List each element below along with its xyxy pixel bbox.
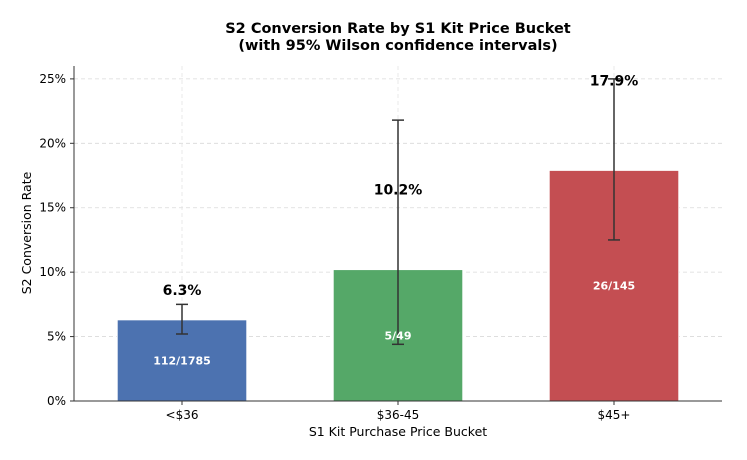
- data-labels: 6.3% 10.2% 17.9% 112/1785 5/49 26/145: [153, 73, 638, 367]
- y-tick-label: 5%: [47, 330, 66, 344]
- count-label: 26/145: [593, 280, 635, 293]
- chart-subtitle: (with 95% Wilson confidence intervals): [238, 38, 557, 54]
- value-label: 6.3%: [163, 283, 202, 299]
- x-tick-label: $45+: [598, 408, 631, 422]
- y-tick-label: 25%: [39, 72, 66, 86]
- count-label: 5/49: [385, 329, 412, 342]
- y-tick-label: 15%: [39, 201, 66, 215]
- y-axis-label: S2 Conversion Rate: [19, 171, 34, 294]
- y-tick-label: 20%: [39, 136, 66, 150]
- x-axis-label: S1 Kit Purchase Price Bucket: [309, 424, 487, 439]
- x-tick-label: $36-45: [377, 408, 420, 422]
- y-tick-label: 0%: [47, 394, 66, 408]
- x-axis-ticks: <$36 $36-45 $45+: [166, 401, 631, 422]
- value-label: 10.2%: [374, 183, 423, 199]
- y-axis-ticks: 0% 5% 10% 15% 20% 25%: [39, 72, 74, 408]
- x-tick-label: <$36: [166, 408, 199, 422]
- y-tick-label: 10%: [39, 265, 66, 279]
- value-label: 17.9%: [590, 73, 639, 89]
- error-bars: [176, 78, 620, 346]
- chart-title: S2 Conversion Rate by S1 Kit Price Bucke…: [225, 21, 571, 37]
- count-label: 112/1785: [153, 354, 211, 367]
